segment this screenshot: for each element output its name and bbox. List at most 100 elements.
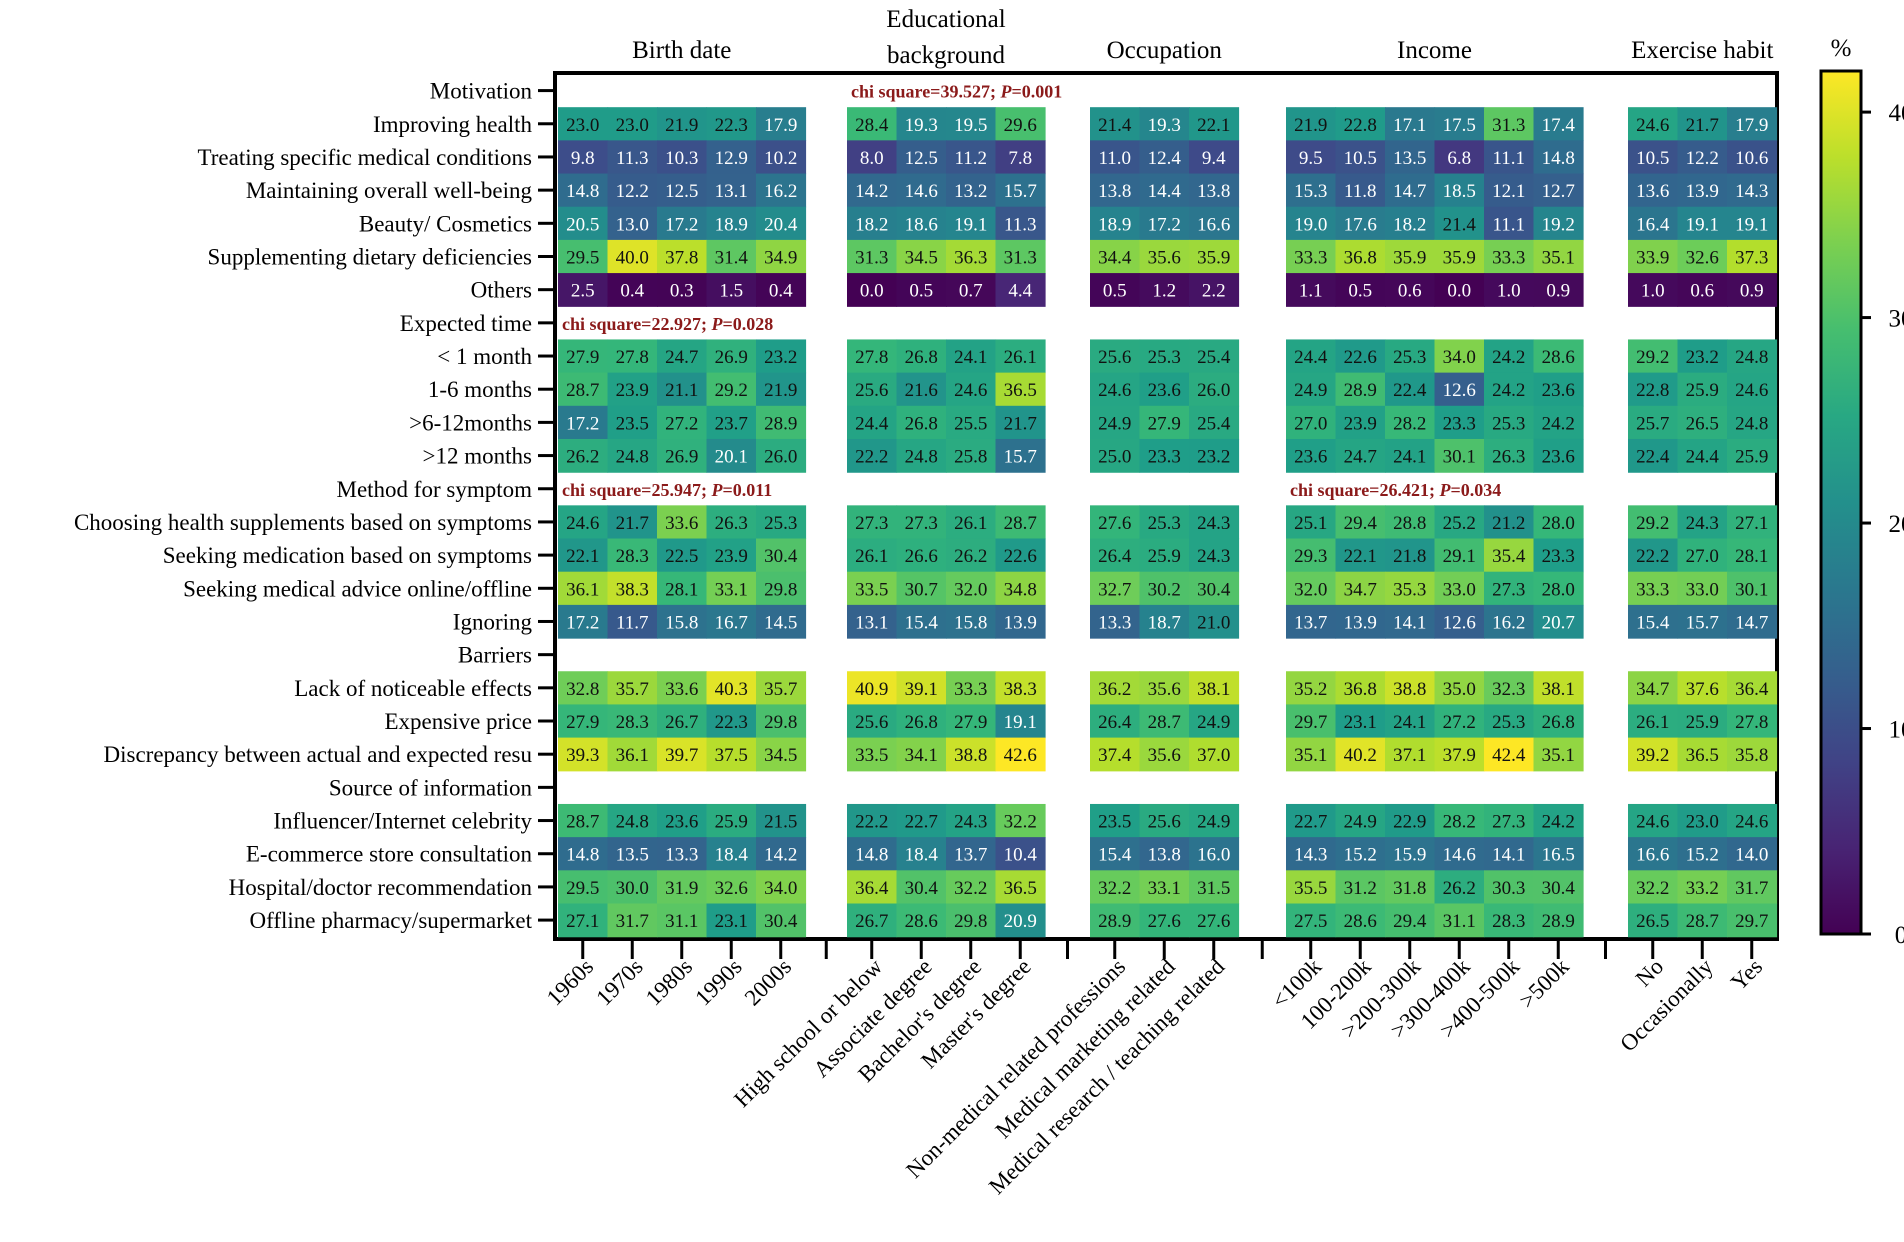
heatmap-cell xyxy=(896,405,947,440)
heatmap-cell xyxy=(1677,438,1728,473)
cell-value: 0.4 xyxy=(620,281,644,302)
cell-value: 21.0 xyxy=(1197,612,1230,633)
cell-value: 30.4 xyxy=(764,911,798,932)
heatmap-cell xyxy=(607,206,658,241)
cell-value: 25.1 xyxy=(1294,513,1327,534)
heatmap-cell xyxy=(896,372,947,407)
cell-value: 17.2 xyxy=(566,413,599,434)
heatmap-cell xyxy=(1189,173,1240,208)
cell-value: 21.8 xyxy=(1393,546,1426,567)
cell-value: 14.6 xyxy=(1443,845,1476,866)
cell-value: 15.4 xyxy=(905,612,939,633)
cell-value: 25.6 xyxy=(1098,347,1131,368)
cell-value: 13.8 xyxy=(1098,181,1131,202)
cell-value: 32.2 xyxy=(954,878,987,899)
cell-value: 0.6 xyxy=(1398,281,1422,302)
cell-value: 28.3 xyxy=(616,546,649,567)
heatmap-cell xyxy=(995,903,1046,938)
cell-value: 37.6 xyxy=(1686,679,1719,700)
heatmap-cell xyxy=(1533,737,1584,772)
cell-value: 33.5 xyxy=(855,579,888,600)
cell-value: 31.1 xyxy=(1443,911,1476,932)
heatmap-cell xyxy=(1286,737,1337,772)
heatmap-cell xyxy=(995,704,1046,739)
cell-value: 28.9 xyxy=(1344,380,1377,401)
cell-value: 30.4 xyxy=(1542,878,1576,899)
heatmap-cell xyxy=(657,505,708,540)
heatmap-cell xyxy=(1434,372,1485,407)
cell-value: 34.8 xyxy=(1004,579,1037,600)
cell-value: 13.3 xyxy=(665,845,698,866)
heatmap-cell xyxy=(607,671,658,706)
cell-value: 38.3 xyxy=(616,579,649,600)
heatmap-cell xyxy=(1484,206,1535,241)
cell-value: 27.9 xyxy=(566,712,599,733)
cell-value: 13.1 xyxy=(855,612,888,633)
heatmap-cell xyxy=(1533,173,1584,208)
heatmap-cell xyxy=(1335,339,1386,374)
chi-square-text: chi square=39.527; xyxy=(851,82,1000,102)
cell-value: 28.0 xyxy=(1542,513,1575,534)
heatmap-cell xyxy=(1484,704,1535,739)
heatmap-cell xyxy=(1727,273,1778,307)
cell-value: 37.4 xyxy=(1098,745,1132,766)
cell-value: 15.7 xyxy=(1004,181,1037,202)
cell-value: 14.2 xyxy=(855,181,888,202)
cell-value: 14.8 xyxy=(1542,148,1575,169)
heatmap-cell xyxy=(896,107,947,141)
cell-value: 27.8 xyxy=(616,347,649,368)
heatmap-cell xyxy=(946,339,997,374)
heatmap-cell xyxy=(1628,870,1679,905)
cell-value: 28.7 xyxy=(1004,513,1037,534)
heatmap-cell xyxy=(1628,339,1679,374)
cell-value: 35.1 xyxy=(1542,247,1575,268)
cell-value: 42.6 xyxy=(1004,745,1037,766)
cell-value: 24.6 xyxy=(1735,812,1768,833)
cell-value: 32.6 xyxy=(715,878,748,899)
cell-value: 27.9 xyxy=(954,712,987,733)
p-label: P xyxy=(710,314,723,334)
cell-value: 12.5 xyxy=(665,181,698,202)
heatmap-cell xyxy=(1335,505,1386,540)
heatmap-cell xyxy=(1139,405,1190,440)
heatmap-cell xyxy=(847,803,898,838)
heatmap-cell xyxy=(1189,604,1240,639)
cell-value: 24.3 xyxy=(954,812,987,833)
heatmap-cell xyxy=(1484,140,1535,175)
heatmap-cell xyxy=(946,372,997,407)
heatmap-cell xyxy=(1628,538,1679,573)
cell-value: 23.6 xyxy=(1294,447,1327,468)
cell-value: 13.9 xyxy=(1686,181,1719,202)
cell-value: 13.7 xyxy=(954,845,987,866)
heatmap-cell xyxy=(558,273,609,307)
heatmap-cell xyxy=(1677,372,1728,407)
heatmap-cell xyxy=(1677,405,1728,440)
cell-value: 27.6 xyxy=(1148,911,1181,932)
heatmap-cell xyxy=(1335,372,1386,407)
cell-value: 26.9 xyxy=(715,347,748,368)
heatmap-cell xyxy=(1677,538,1728,573)
row-label: Expected time xyxy=(400,311,532,336)
heatmap-cell xyxy=(1189,870,1240,905)
heatmap-cell xyxy=(1335,273,1386,307)
cell-value: 31.8 xyxy=(1393,878,1426,899)
heatmap-cell xyxy=(706,704,757,739)
cell-value: 26.8 xyxy=(905,347,938,368)
heatmap-cell xyxy=(1139,239,1190,274)
cell-value: 25.3 xyxy=(1148,347,1181,368)
heatmap-cell xyxy=(1727,505,1778,540)
heatmap-cell xyxy=(558,505,609,540)
cell-value: 27.2 xyxy=(1443,712,1476,733)
heatmap-cell xyxy=(558,107,609,141)
cell-value: 33.3 xyxy=(1636,579,1669,600)
heatmap-cell xyxy=(896,239,947,274)
cell-value: 30.0 xyxy=(616,878,649,899)
heatmap-cell xyxy=(1533,604,1584,639)
cell-value: 28.8 xyxy=(1393,513,1426,534)
heatmap-cell xyxy=(756,438,807,473)
cell-value: 32.2 xyxy=(1636,878,1669,899)
cell-value: 14.5 xyxy=(764,612,797,633)
heatmap-cell xyxy=(1533,704,1584,739)
heatmap-cell xyxy=(1335,604,1386,639)
cell-value: 31.3 xyxy=(1004,247,1037,268)
